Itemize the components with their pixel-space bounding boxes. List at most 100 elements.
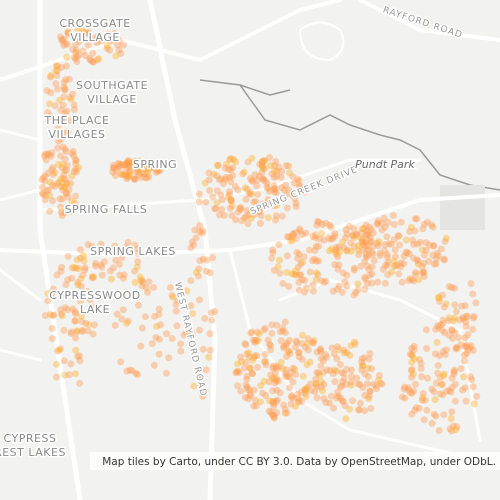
density-dot [341, 278, 349, 286]
density-dot [52, 360, 60, 368]
density-dot [268, 329, 276, 337]
density-dot [430, 260, 438, 268]
density-dot [288, 232, 296, 240]
density-dot [70, 168, 78, 176]
density-dot [408, 344, 416, 352]
density-dot [313, 221, 321, 229]
density-dot [136, 273, 144, 281]
density-dot [234, 186, 242, 194]
density-dot [411, 215, 419, 223]
density-dot [246, 364, 254, 372]
density-dot [62, 189, 70, 197]
density-dot [187, 302, 195, 310]
density-dot [46, 207, 54, 215]
density-dot [183, 287, 191, 295]
density-dot [144, 288, 152, 296]
density-dot [381, 261, 389, 269]
density-dot [469, 346, 477, 354]
density-dot [89, 49, 97, 57]
density-dot [418, 396, 426, 404]
density-dot [113, 41, 121, 49]
density-dot [134, 250, 142, 258]
density-dot [90, 58, 98, 66]
density-dot [137, 277, 145, 285]
density-dot [358, 362, 366, 370]
density-dot [350, 338, 358, 346]
density-dot [61, 183, 69, 191]
density-dot [428, 221, 436, 229]
density-dot [126, 167, 134, 175]
density-dot [418, 373, 426, 381]
density-dot [273, 321, 281, 329]
density-dot [320, 395, 328, 403]
density-dot [80, 257, 88, 265]
density-dot [250, 402, 258, 410]
density-dot [378, 226, 386, 234]
density-dot [115, 46, 123, 54]
density-dot [398, 278, 406, 286]
density-dot [231, 183, 239, 191]
density-dot [390, 235, 398, 243]
density-dot [244, 395, 252, 403]
density-dot [437, 381, 445, 389]
density-dot [313, 394, 321, 402]
density-dot [449, 422, 457, 430]
density-dot [253, 176, 261, 184]
density-dot [119, 306, 127, 314]
density-dot [413, 215, 421, 223]
density-dot [317, 383, 325, 391]
density-dot [224, 193, 232, 201]
density-dot [63, 62, 71, 70]
density-dot [154, 167, 162, 175]
density-dot [451, 284, 459, 292]
road [147, 0, 218, 500]
density-dot [238, 217, 246, 225]
density-dot [61, 85, 69, 93]
density-dot [280, 344, 288, 352]
density-dot [135, 171, 143, 179]
density-dot [245, 353, 253, 361]
density-dot [251, 396, 259, 404]
density-dot [68, 172, 76, 180]
density-dot [291, 402, 299, 410]
density-dot [283, 409, 291, 417]
density-dot [303, 284, 311, 292]
density-dot [293, 235, 301, 243]
density-dot [60, 183, 68, 191]
density-dot [295, 278, 303, 286]
density-dot [301, 386, 309, 394]
density-dot [195, 296, 203, 304]
density-dot [347, 366, 355, 374]
density-dot [154, 166, 162, 174]
density-dot [76, 30, 84, 38]
density-dot [270, 399, 278, 407]
density-dot [214, 161, 222, 169]
density-dot [429, 251, 437, 259]
density-dot [62, 76, 70, 84]
density-dot [297, 260, 305, 268]
density-dot [317, 362, 325, 370]
density-dot [282, 161, 290, 169]
density-dot [416, 238, 424, 246]
density-dot [227, 197, 235, 205]
density-dot [333, 243, 341, 251]
density-dot [352, 231, 360, 239]
density-dot [128, 160, 136, 168]
density-dot [358, 358, 366, 366]
density-dot [281, 405, 289, 413]
density-dot [350, 243, 358, 251]
density-dot [112, 34, 120, 42]
density-dot [90, 35, 98, 43]
density-dot [310, 255, 318, 263]
density-dot [366, 234, 374, 242]
density-dot [334, 265, 342, 273]
density-dot [288, 191, 296, 199]
density-dot [434, 322, 442, 330]
density-dot [414, 240, 422, 248]
density-dot [271, 167, 279, 175]
density-dot [244, 220, 252, 228]
density-dot [286, 384, 294, 392]
density-dot [116, 271, 124, 279]
density-dot [281, 192, 289, 200]
density-dot [408, 358, 416, 366]
